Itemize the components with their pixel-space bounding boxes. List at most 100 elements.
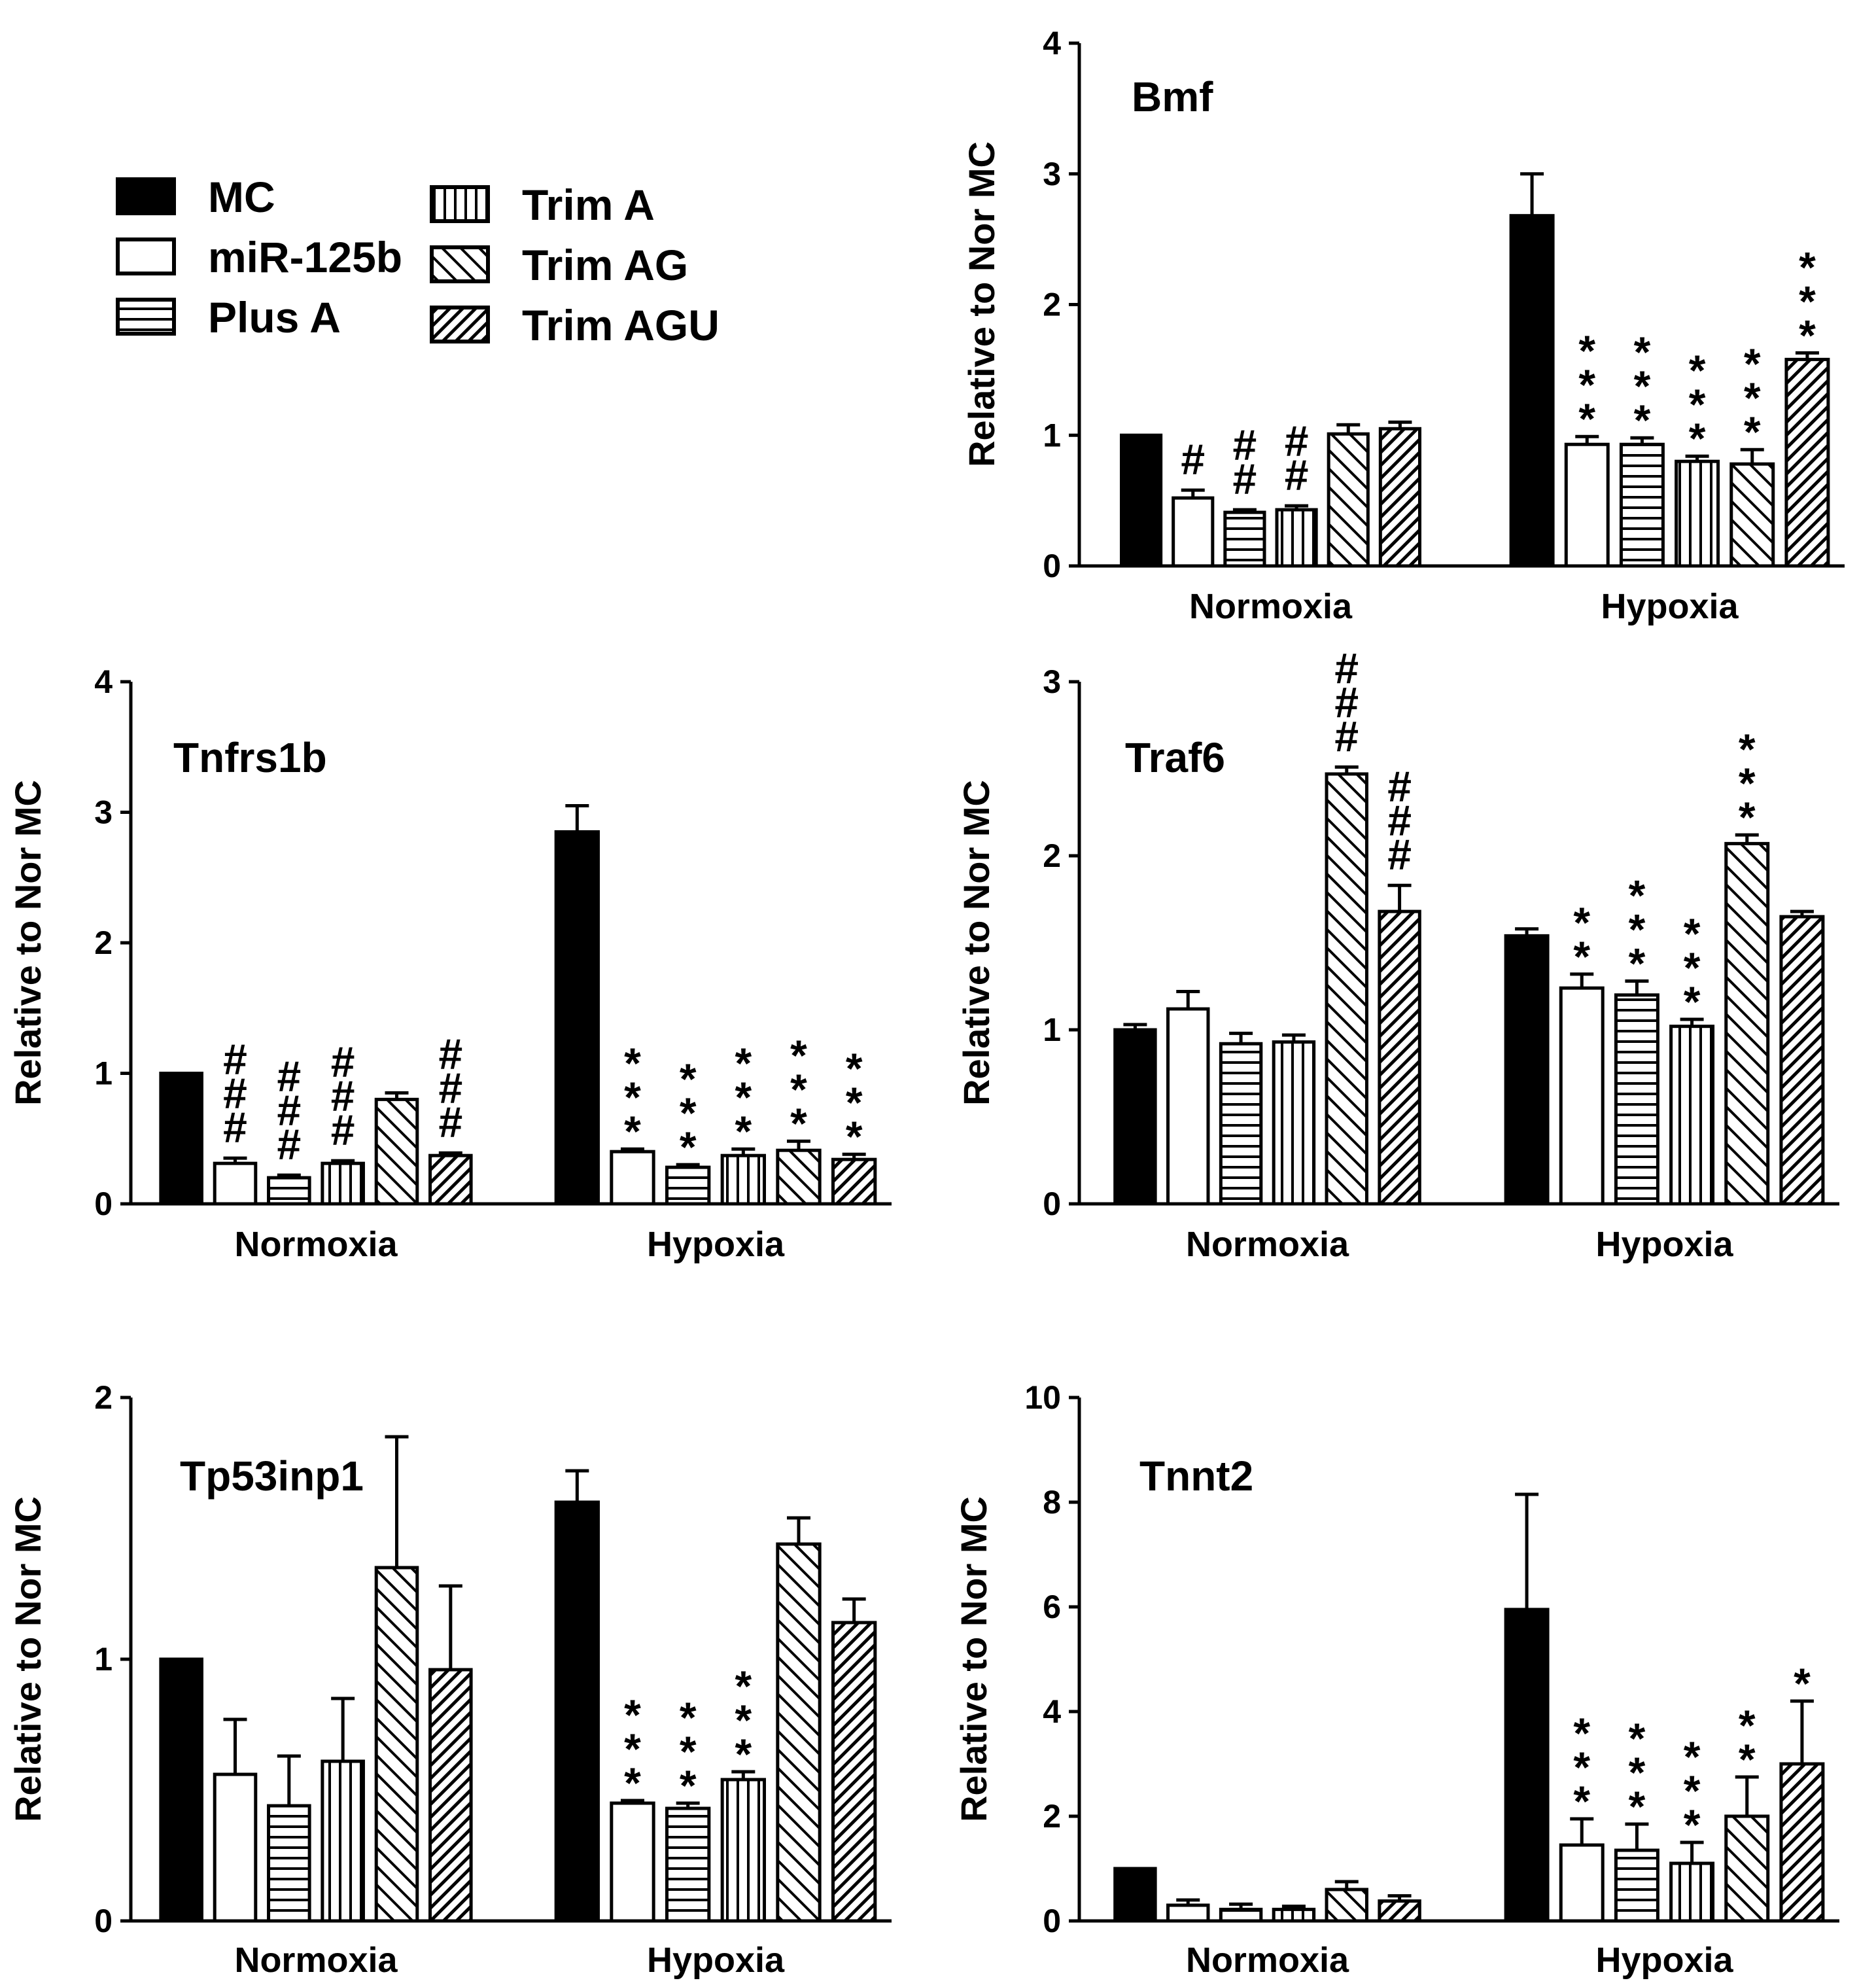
significance-marker: * — [1684, 1767, 1701, 1815]
bar-hypoxia-trim-ag — [776, 1148, 822, 1206]
bar-normoxia-trim-ag — [1325, 1888, 1368, 1923]
bar-normoxia-mir-125b — [1166, 1903, 1210, 1923]
bar-hypoxia-plus-a — [1614, 1848, 1659, 1923]
y-tick-label: 6 — [1043, 1589, 1061, 1625]
bar-hypoxia-trim-agu — [1779, 1762, 1825, 1923]
significance-marker: # — [331, 1038, 355, 1086]
bar-normoxia-mir-125b — [213, 1772, 258, 1923]
y-tick-label: 0 — [94, 1903, 113, 1939]
significance-marker: # — [1387, 796, 1412, 845]
legend-label-mir-125b: miR-125b — [208, 233, 402, 281]
y-tick-label: 0 — [94, 1186, 113, 1222]
significance-marker: # — [1233, 421, 1257, 469]
bar-normoxia-mc — [159, 1657, 203, 1923]
y-tick-label: 3 — [94, 794, 113, 831]
bar-hypoxia-mir-125b — [1559, 986, 1605, 1206]
significance-marker: * — [1739, 759, 1756, 807]
panel-tp53inp1: 0 1 2 Relative to Nor MC Tp53inp1 Normoxia Hyp… — [7, 1379, 892, 1980]
significance-marker: * — [624, 1107, 641, 1155]
bar-normoxia-mc — [1120, 433, 1163, 568]
significance-marker: # — [1387, 762, 1412, 811]
significance-marker: * — [624, 1073, 641, 1121]
significance-marker: * — [1799, 243, 1816, 291]
significance-marker: * — [1684, 909, 1701, 958]
significance-marker: * — [1744, 374, 1761, 422]
significance-marker: * — [790, 1065, 807, 1114]
significance-marker: * — [735, 1696, 752, 1744]
bar-normoxia-trim-a — [1272, 1040, 1316, 1206]
bar-normoxia-trim-a — [321, 1759, 365, 1923]
significance-marker: * — [680, 1089, 697, 1137]
bar-hypoxia-trim-a — [1669, 1025, 1715, 1206]
y-axis-label: Relative to Nor MC — [7, 780, 48, 1106]
bar-hypoxia-trim-agu — [831, 1621, 877, 1923]
significance-marker: * — [1578, 326, 1595, 375]
significance-marker: # — [1181, 435, 1205, 484]
bar-hypoxia-trim-agu — [1779, 915, 1825, 1206]
significance-marker: * — [1744, 340, 1761, 388]
legend-label-trim-ag: Trim AG — [522, 241, 688, 289]
significance-marker: # — [223, 1069, 247, 1117]
bar-normoxia-plus-a — [267, 1804, 311, 1923]
significance-marker: * — [846, 1112, 863, 1161]
significance-marker: * — [846, 1044, 863, 1093]
significance-marker: * — [1799, 311, 1816, 359]
bar-hypoxia-plus-a — [665, 1165, 711, 1206]
bar-normoxia-trim-a — [1275, 508, 1318, 568]
panel-tnnt2: 0 2 4 6 8 10 Relative to Nor MC Tnnt2 Normoxia Hy… — [953, 1379, 1839, 1980]
category-label-normoxia: Normoxia — [234, 1941, 398, 1980]
legend-label-mc: MC — [208, 173, 275, 221]
y-tick-label: 2 — [94, 1379, 113, 1416]
significance-marker: * — [680, 1693, 697, 1742]
y-tick-label: 2 — [1043, 1798, 1061, 1835]
y-tick-label: 1 — [94, 1641, 113, 1678]
significance-marker: # — [1233, 455, 1257, 503]
legend-swatch-trim-agu — [430, 306, 490, 343]
significance-marker: * — [1684, 943, 1701, 992]
bar-normoxia-plus-a — [1219, 1907, 1263, 1923]
significance-marker: * — [735, 1730, 752, 1778]
bar-hypoxia-mc — [1509, 214, 1555, 568]
y-tick-label: 4 — [1043, 1693, 1061, 1730]
bar-normoxia-trim-agu — [1378, 1899, 1421, 1923]
y-tick-label: 4 — [94, 663, 113, 700]
significance-marker: * — [1634, 362, 1651, 410]
significance-marker: * — [1739, 793, 1756, 841]
significance-marker: * — [1794, 1659, 1811, 1708]
bar-normoxia-plus-a — [1223, 510, 1266, 568]
bar-normoxia-trim-agu — [1378, 909, 1421, 1206]
significance-marker: # — [438, 1064, 462, 1112]
bar-normoxia-trim-ag — [1325, 772, 1368, 1206]
significance-marker: # — [1387, 830, 1412, 879]
significance-marker: # — [438, 1030, 462, 1078]
significance-marker: # — [1334, 644, 1359, 692]
significance-marker: * — [1684, 977, 1701, 1026]
y-tick-label: 10 — [1024, 1379, 1061, 1416]
legend-swatch-mir-125b — [116, 237, 176, 275]
bar-normoxia-trim-agu — [428, 1668, 473, 1923]
significance-marker: * — [1629, 871, 1646, 920]
significance-marker: # — [277, 1086, 301, 1134]
y-tick-label: 3 — [1043, 663, 1061, 700]
y-tick-label: 2 — [1043, 287, 1061, 323]
significance-marker: # — [331, 1106, 355, 1154]
bar-hypoxia-trim-a — [720, 1778, 767, 1923]
significance-marker: # — [1334, 678, 1359, 726]
bar-hypoxia-trim-agu — [831, 1157, 877, 1206]
significance-marker: * — [790, 1031, 807, 1080]
significance-marker: * — [680, 1727, 697, 1776]
significance-marker: * — [1573, 932, 1590, 981]
y-axis-label: Relative to Nor MC — [953, 1496, 994, 1822]
bar-hypoxia-mc — [1504, 934, 1550, 1206]
category-label-normoxia: Normoxia — [234, 1225, 398, 1264]
y-tick-label: 1 — [1043, 417, 1061, 453]
significance-marker: * — [624, 1725, 641, 1773]
significance-marker: * — [624, 1691, 641, 1739]
significance-marker: * — [1684, 1732, 1701, 1781]
bar-hypoxia-mir-125b — [610, 1801, 655, 1923]
y-axis-label: Relative to Nor MC — [7, 1496, 48, 1822]
y-tick-label: 2 — [94, 924, 113, 961]
bar-hypoxia-mir-125b — [1559, 1843, 1605, 1923]
